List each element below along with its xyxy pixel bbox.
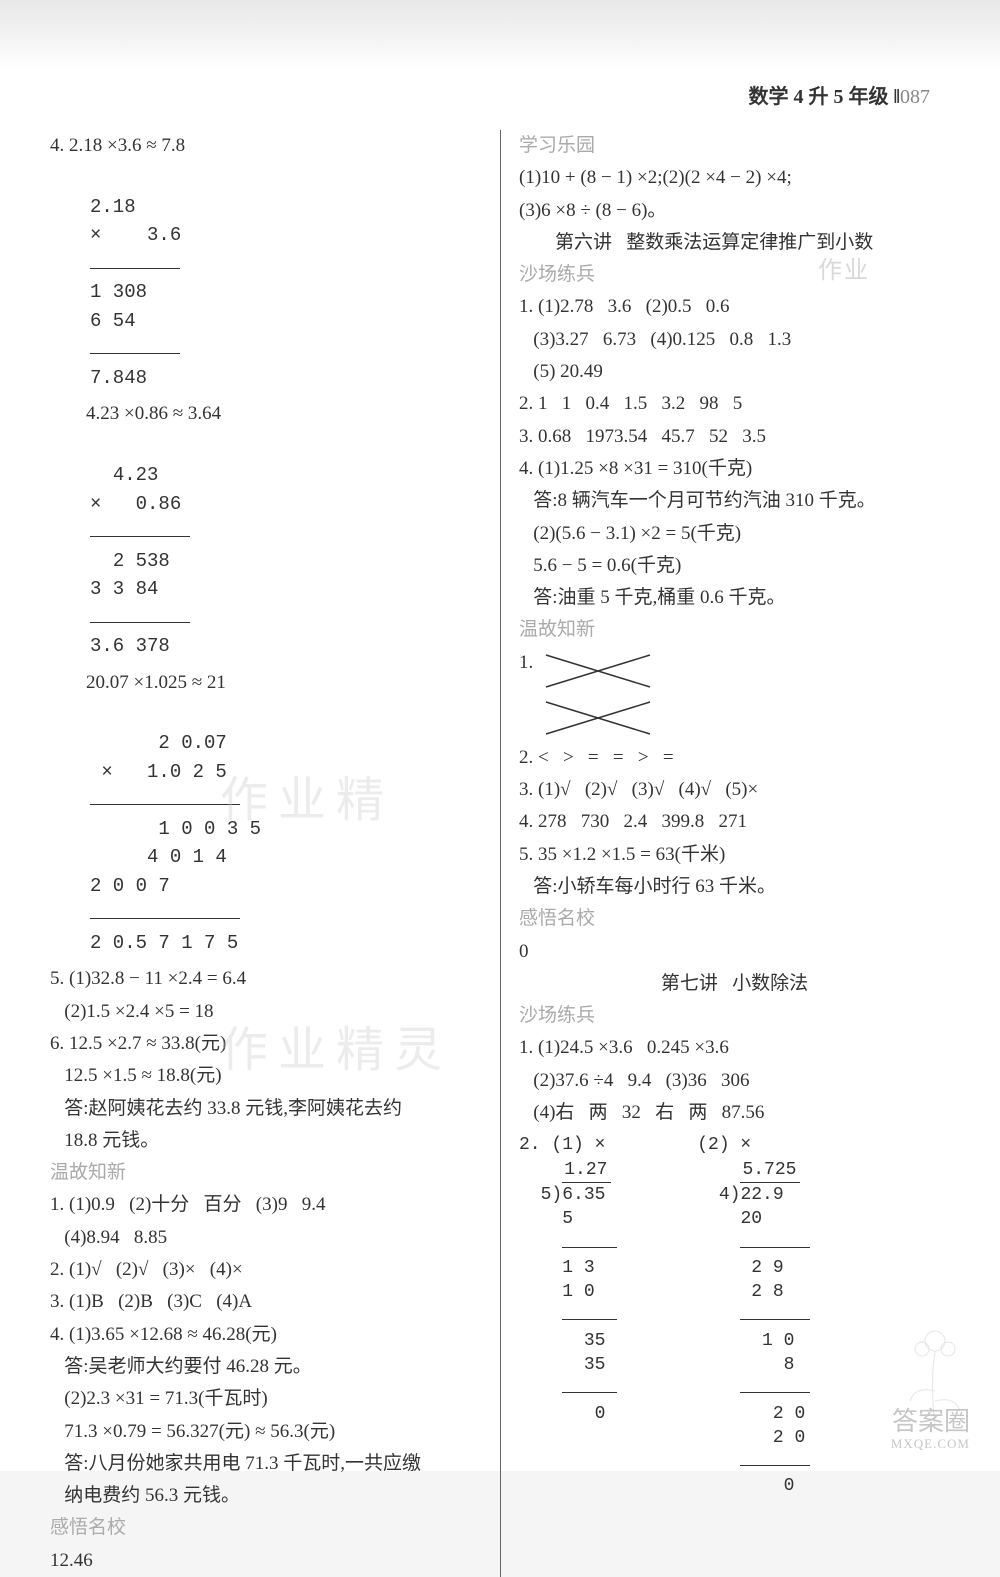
s4-2: 答:8 辆汽车一个月可节约汽油 310 千克。 — [519, 485, 950, 517]
w4-6: 纳电费约 56.3 元钱。 — [50, 1480, 482, 1512]
s4-3: (2)(5.6 − 3.1) ×2 = 5(千克) — [519, 518, 950, 550]
matching-lines-icon — [538, 647, 658, 742]
page-header: 数学 4 升 5 年级 ‖087 — [749, 80, 930, 109]
longdiv-2: (2) × 5.725 4)22.9 20 2 9 2 8 1 0 8 2 0 … — [697, 1133, 810, 1498]
q6-ans1: 答:赵阿姨花去约 33.8 元钱,李阿姨花去约 — [50, 1093, 482, 1125]
q6-1: 6. 12.5 ×2.7 ≈ 33.8(元) — [50, 1028, 482, 1060]
calc-1: 2.18 × 3.6 1 308 6 54 7.848 — [90, 164, 482, 392]
x1: (1)10 + (8 − 1) ×2;(2)(2 ×4 − 2) ×4; — [519, 162, 950, 194]
right-column: 学习乐园 (1)10 + (8 − 1) ×2;(2)(2 ×4 − 2) ×4… — [500, 130, 950, 1577]
s3: 3. 0.68 1973.54 45.7 52 3.5 — [519, 421, 950, 453]
d1-3: (4)右 两 32 右 两 87.56 — [519, 1097, 950, 1129]
w2-3: 3. (1)√ (2)√ (3)√ (4)√ (5)× — [519, 774, 950, 806]
w2-2: 2. < > = = > = — [519, 742, 950, 774]
w2-5: 5. 35 ×1.2 ×1.5 = 63(千米) — [519, 839, 950, 871]
d2-lbl-2: (2) × — [697, 1135, 751, 1155]
content-columns: 4. 2.18 ×3.6 ≈ 7.8 2.18 × 3.6 1 308 6 54… — [50, 130, 950, 1577]
decorative-clouds — [0, 0, 1000, 70]
d1-1: 1. (1)24.5 ×3.6 0.245 ×3.6 — [519, 1032, 950, 1064]
section-shachang-2: 沙场练兵 — [519, 1000, 950, 1032]
long-division-row: 2. (1) × 1.27 5)6.35 5 1 3 1 0 35 35 0 (… — [519, 1133, 950, 1498]
s1-3: (5) 20.49 — [519, 356, 950, 388]
w4-2: 答:吴老师大约要付 46.28 元。 — [50, 1351, 482, 1383]
matching-cross: 1. — [519, 647, 950, 742]
footer-sub: MXQE.COM — [891, 1437, 970, 1451]
book-title: 数学 4 升 5 年级 — [749, 86, 889, 108]
w2-6: 答:小轿车每小时行 63 千米。 — [519, 871, 950, 903]
footer-main: 答案圈 — [891, 1408, 970, 1437]
s4-1: 4. (1)1.25 ×8 ×31 = 310(千克) — [519, 453, 950, 485]
w2-label: 1. — [519, 652, 533, 673]
w1-1: 1. (1)0.9 (2)十分 百分 (3)9 9.4 — [50, 1189, 482, 1221]
chapter-6-title: 第六讲 整数乘法运算定律推广到小数 — [519, 227, 950, 259]
d2-lbl-1: 2. (1) × — [519, 1135, 605, 1155]
footer-watermark: 答案圈 MXQE.COM — [891, 1408, 970, 1451]
section-ganwu: 感悟名校 — [50, 1512, 482, 1544]
q4-eq2: 4.23 ×0.86 ≈ 3.64 — [50, 398, 482, 430]
w4-3: (2)2.3 ×31 = 71.3(千瓦时) — [50, 1383, 482, 1415]
section-shachang: 沙场练兵 — [519, 259, 950, 291]
s4-5: 答:油重 5 千克,桶重 0.6 千克。 — [519, 582, 950, 614]
s4-4: 5.6 − 5 = 0.6(千克) — [519, 550, 950, 582]
s2: 2. 1 1 0.4 1.5 3.2 98 5 — [519, 388, 950, 420]
g1: 12.46 — [50, 1545, 482, 1577]
page: 数学 4 升 5 年级 ‖087 作业精 作业精灵 作业 4. 2.18 ×3.… — [0, 0, 1000, 1471]
x2: (3)6 ×8 ÷ (8 − 6)。 — [519, 195, 950, 227]
w2-4: 4. 278 730 2.4 399.8 271 — [519, 806, 950, 838]
q6-2: 12.5 ×1.5 ≈ 18.8(元) — [50, 1060, 482, 1092]
w1-2: (4)8.94 8.85 — [50, 1222, 482, 1254]
w2: 2. (1)√ (2)√ (3)× (4)× — [50, 1254, 482, 1286]
w4-4: 71.3 ×0.79 = 56.327(元) ≈ 56.3(元) — [50, 1416, 482, 1448]
section-ganwu-2: 感悟名校 — [519, 903, 950, 935]
page-number: 087 — [900, 86, 930, 108]
section-wengu-2: 温故知新 — [519, 614, 950, 646]
w4-1: 4. (1)3.65 ×12.68 ≈ 46.28(元) — [50, 1319, 482, 1351]
d1-2: (2)37.6 ÷4 9.4 (3)36 306 — [519, 1065, 950, 1097]
chapter-7-title: 第七讲 小数除法 — [519, 968, 950, 1000]
w3: 3. (1)B (2)B (3)C (4)A — [50, 1286, 482, 1318]
s1-2: (3)3.27 6.73 (4)0.125 0.8 1.3 — [519, 324, 950, 356]
q5-2: (2)1.5 ×2.4 ×5 = 18 — [50, 996, 482, 1028]
calc-2: 4.23 × 0.86 2 538 3 3 84 3.6 378 — [90, 433, 482, 661]
g2: 0 — [519, 936, 950, 968]
q5-1: 5. (1)32.8 − 11 ×2.4 = 6.4 — [50, 963, 482, 995]
calc-3: 2 0.07 × 1.0 2 5 1 0 0 3 5 4 0 1 4 2 0 0… — [90, 701, 482, 958]
q6-ans2: 18.8 元钱。 — [50, 1125, 482, 1157]
left-column: 4. 2.18 ×3.6 ≈ 7.8 2.18 × 3.6 1 308 6 54… — [50, 130, 500, 1577]
section-xuexi: 学习乐园 — [519, 130, 950, 162]
q4-eq3: 20.07 ×1.025 ≈ 21 — [50, 667, 482, 699]
q4-eq1: 4. 2.18 ×3.6 ≈ 7.8 — [50, 130, 482, 162]
w4-5: 答:八月份她家共用电 71.3 千瓦时,一共应缴 — [50, 1448, 482, 1480]
section-wengu: 温故知新 — [50, 1157, 482, 1189]
s1-1: 1. (1)2.78 3.6 (2)0.5 0.6 — [519, 291, 950, 323]
longdiv-1: 2. (1) × 1.27 5)6.35 5 1 3 1 0 35 35 0 — [519, 1133, 617, 1498]
